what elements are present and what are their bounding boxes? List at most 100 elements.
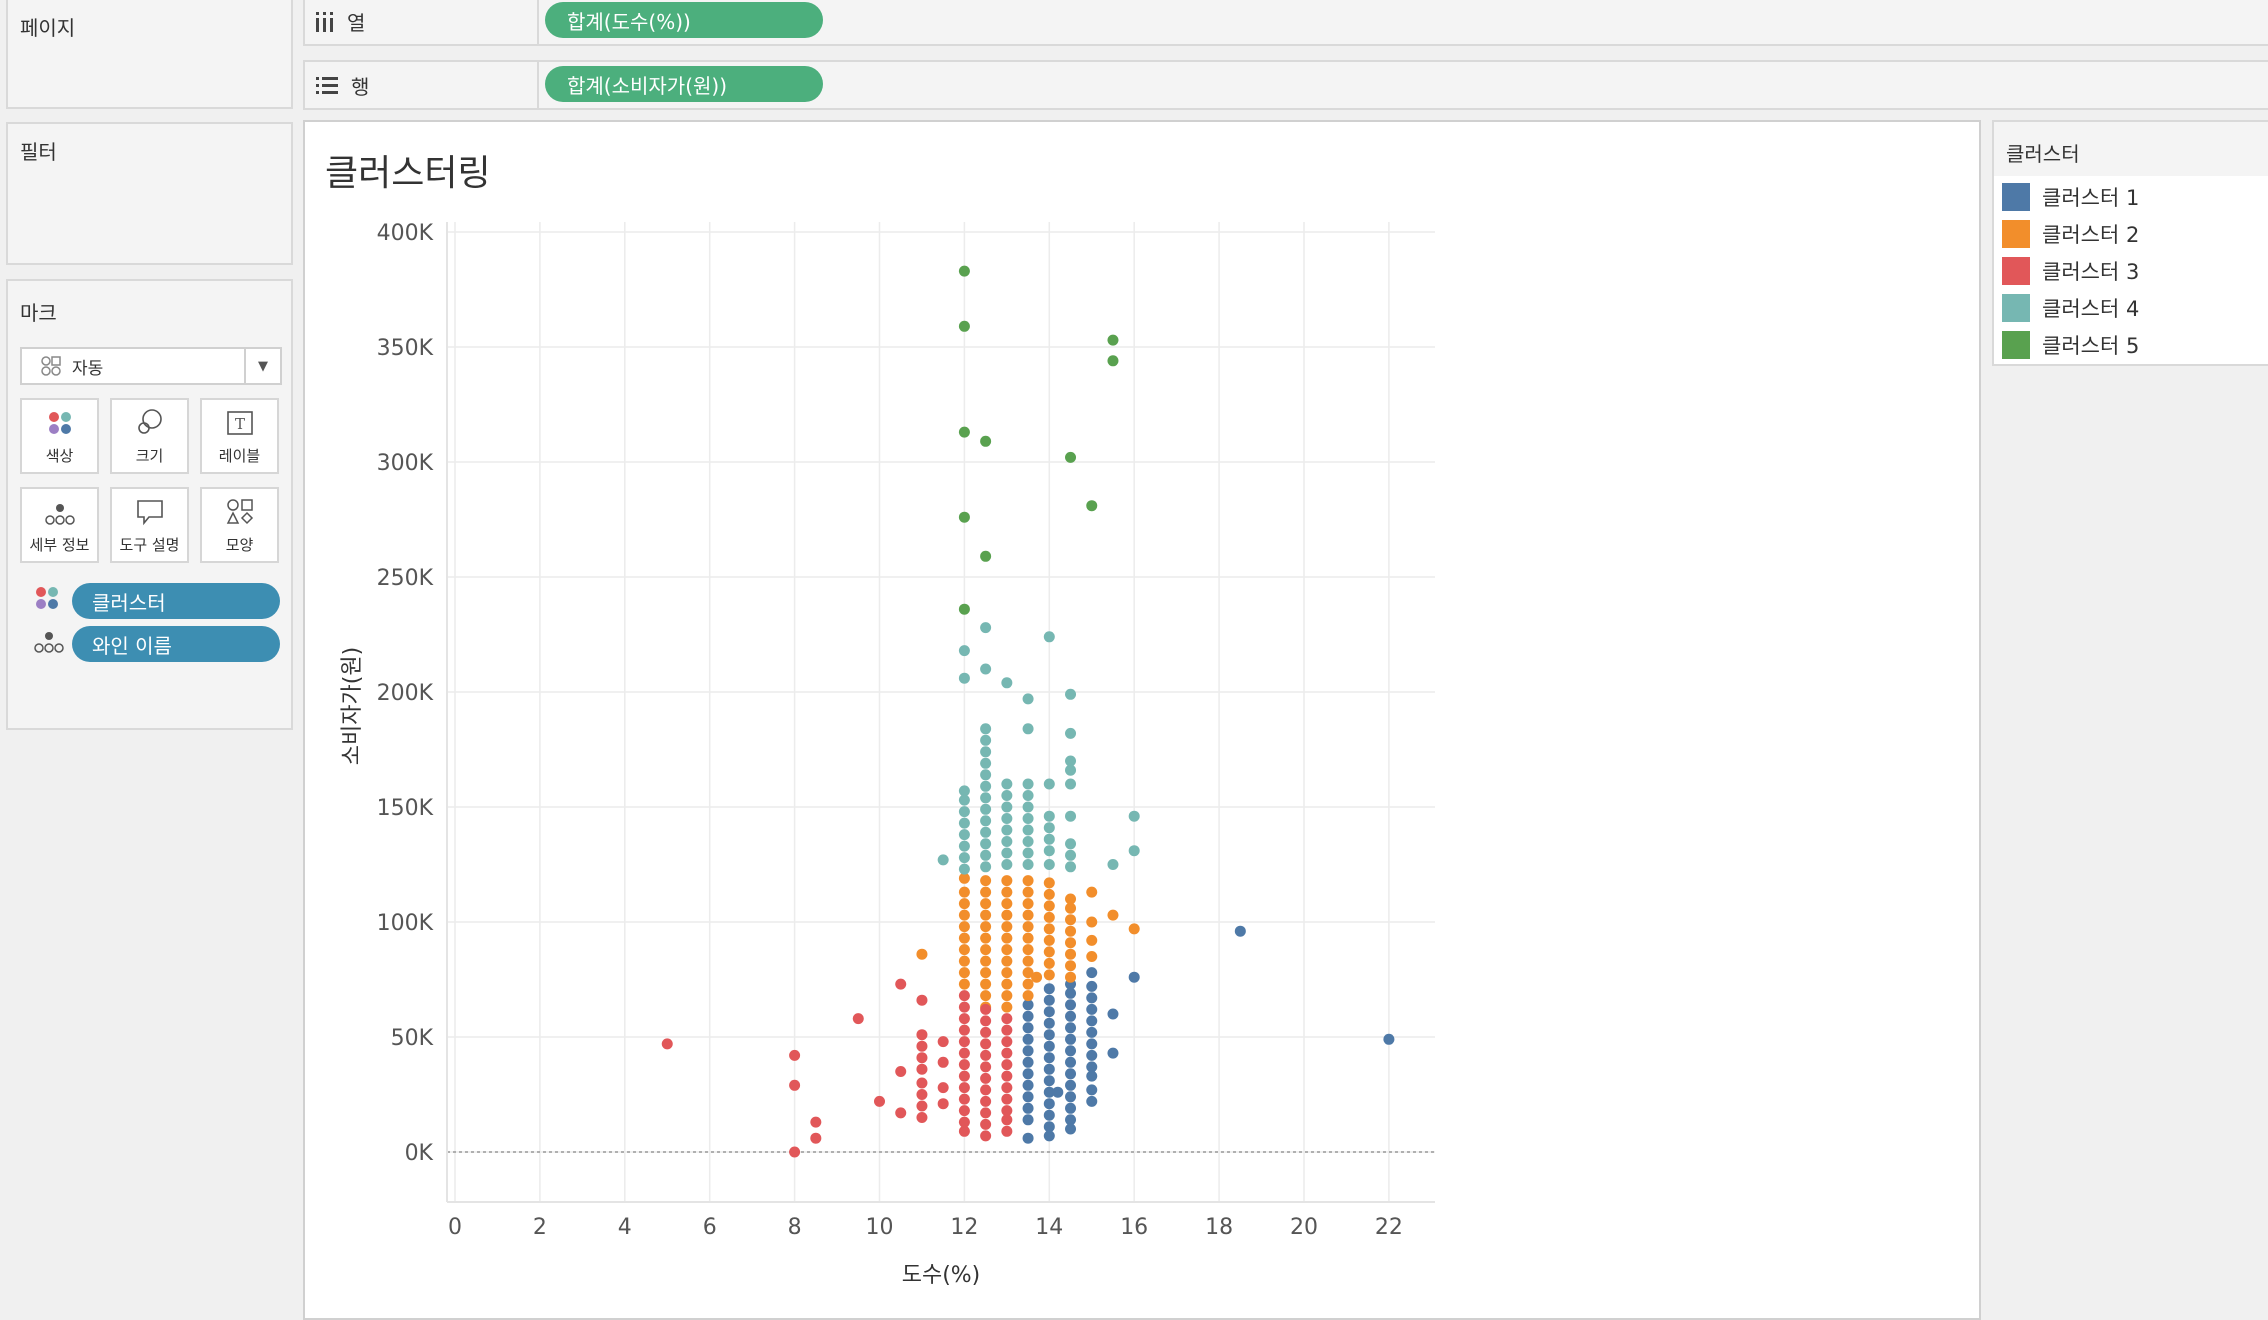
legend-item[interactable]: 클러스터 5 (2002, 330, 2139, 360)
data-point (1086, 1061, 1098, 1073)
data-point (937, 1098, 949, 1110)
detail-button[interactable]: 세부 정보 (20, 487, 99, 563)
y-tick-label: 0K (405, 1141, 434, 1166)
chevron-down-icon[interactable]: ▼ (244, 349, 280, 383)
data-point (789, 1049, 801, 1061)
data-point (1065, 1056, 1077, 1068)
size-button[interactable]: 크기 (110, 398, 189, 474)
rows-icon (316, 77, 338, 94)
data-point (980, 1061, 992, 1073)
rows-pill[interactable]: 합계(소비자가(원)) (545, 66, 823, 102)
data-point (1043, 859, 1055, 870)
color-icon (48, 412, 71, 434)
data-point (1065, 688, 1077, 700)
cluster-pill[interactable]: 클러스터 (72, 583, 280, 619)
cluster-legend[interactable]: 클러스터 클러스터 1 클러스터 2 클러스터 3 클러스터 4 클러스터 5 (1992, 120, 2268, 366)
data-point (1043, 957, 1055, 969)
data-point (1065, 1079, 1077, 1091)
data-point (895, 1107, 907, 1119)
y-tick-label: 50K (391, 1026, 434, 1051)
data-point (1022, 990, 1034, 1002)
data-point (1001, 778, 1013, 790)
columns-shelf[interactable]: 열 합계(도수(%)) (303, 0, 2268, 46)
data-point (1022, 1068, 1034, 1080)
y-tick-label: 350K (377, 336, 434, 361)
size-icon (137, 409, 162, 434)
data-point (1001, 1070, 1013, 1082)
data-point (1043, 923, 1055, 935)
data-point (980, 967, 992, 979)
data-point (958, 1047, 970, 1059)
label-button[interactable]: T 레이블 (200, 398, 279, 474)
columns-label: 열 (347, 10, 366, 35)
data-point (958, 511, 970, 523)
legend-item[interactable]: 클러스터 3 (2002, 256, 2139, 286)
data-point (1086, 1015, 1098, 1027)
data-point (1086, 980, 1098, 992)
data-point (980, 1038, 992, 1050)
data-point (1107, 355, 1119, 367)
data-point (1022, 978, 1034, 990)
data-point (1128, 845, 1140, 857)
legend-item[interactable]: 클러스터 2 (2002, 219, 2139, 249)
pages-panel[interactable]: 페이지 (6, 0, 293, 109)
data-point (980, 978, 992, 990)
data-point (1043, 1098, 1055, 1110)
data-point (937, 1056, 949, 1068)
x-tick-label: 22 (1375, 1215, 1403, 1240)
data-point (958, 990, 970, 1002)
data-point (1001, 990, 1013, 1002)
color-button[interactable]: 색상 (20, 398, 99, 474)
tooltip-button[interactable]: 도구 설명 (110, 487, 189, 563)
data-point (980, 944, 992, 956)
data-point (1022, 813, 1034, 824)
data-point (916, 1063, 928, 1075)
data-point (1022, 1132, 1034, 1144)
data-point (958, 265, 970, 277)
data-point (1086, 1038, 1098, 1050)
svg-text:T: T (234, 415, 244, 433)
y-tick-label: 150K (377, 796, 434, 821)
data-point (1001, 813, 1013, 824)
text-icon: T (226, 411, 253, 435)
data-point (937, 1036, 949, 1048)
data-point (1107, 909, 1119, 921)
data-point (1065, 914, 1077, 926)
chart-panel: 클러스터링 0 2 4 6 8 10 12 14 16 18 20 22 0K 50K 100K 150K 20… (303, 120, 1981, 1320)
data-point (1065, 1045, 1077, 1057)
legend-item[interactable]: 클러스터 4 (2002, 293, 2139, 323)
data-point (980, 757, 992, 769)
columns-pill[interactable]: 합계(도수(%)) (545, 2, 823, 38)
data-point (980, 861, 992, 873)
data-point (1022, 778, 1034, 790)
data-point (1065, 1114, 1077, 1126)
legend-title: 클러스터 (2006, 142, 2080, 166)
data-point (980, 921, 992, 933)
data-point (1043, 822, 1055, 834)
x-tick-label: 10 (866, 1215, 894, 1240)
data-point (1043, 877, 1055, 889)
scatter-plot[interactable]: 0 2 4 6 8 10 12 14 16 18 20 22 0K 50K 100K 150K 200K 250K… (305, 122, 1979, 1318)
color-icon (36, 587, 58, 609)
data-point (958, 863, 970, 875)
x-tick-label: 20 (1290, 1215, 1318, 1240)
legend-item[interactable]: 클러스터 1 (2002, 182, 2139, 212)
data-point (1065, 861, 1077, 873)
data-point (958, 1059, 970, 1071)
data-point (980, 723, 992, 735)
data-point (1086, 1070, 1098, 1082)
data-point (958, 817, 970, 829)
data-point (895, 1066, 907, 1077)
rows-shelf[interactable]: 행 합계(소비자가(원)) (303, 60, 2268, 110)
shape-button[interactable]: 모양 (200, 487, 279, 563)
data-point (980, 1015, 992, 1027)
mark-type-dropdown[interactable]: 자동 ▼ (20, 347, 282, 385)
data-point (980, 435, 992, 447)
filters-panel[interactable]: 필터 (6, 122, 293, 265)
data-point (980, 803, 992, 815)
data-point (1022, 999, 1034, 1011)
wine-name-pill[interactable]: 와인 이름 (72, 626, 280, 662)
data-point (1065, 893, 1077, 905)
data-point (1001, 824, 1013, 836)
data-point (1022, 790, 1034, 801)
